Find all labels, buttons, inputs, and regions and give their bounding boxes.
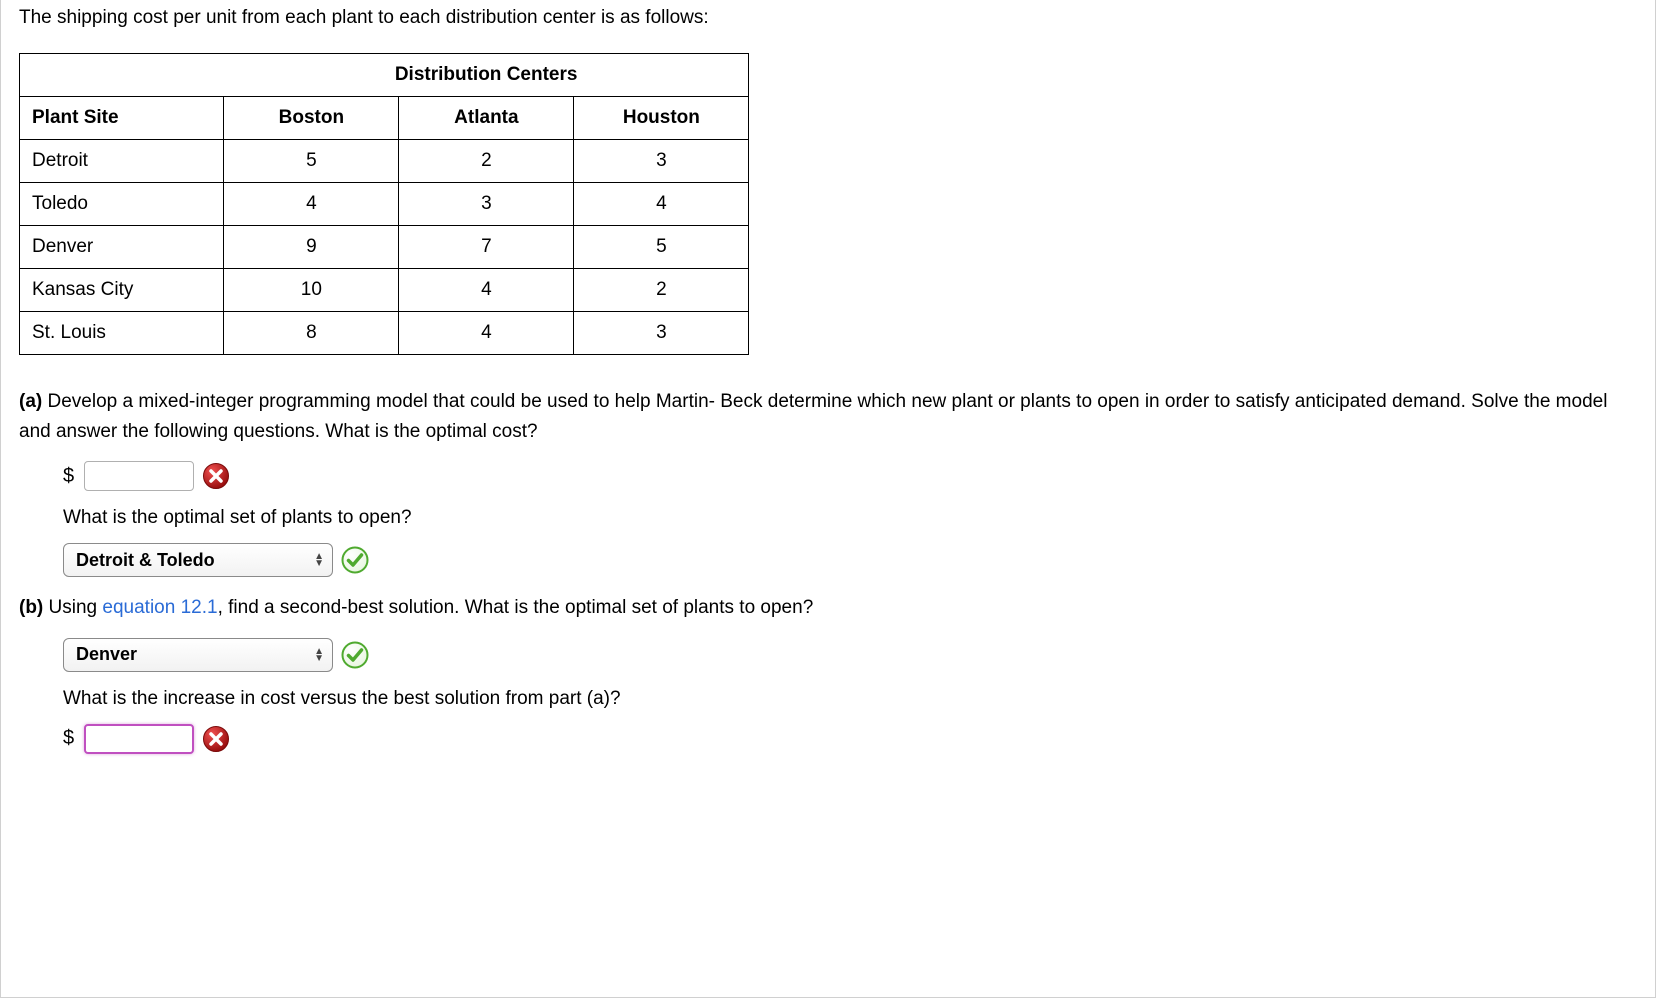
value-cell: 10 (224, 268, 399, 311)
part-a-q2: What is the optimal set of plants to ope… (63, 507, 1639, 529)
value-cell: 4 (574, 182, 749, 225)
col-header-2: Houston (574, 96, 749, 139)
plant-cell: Detroit (20, 139, 224, 182)
correct-icon (341, 641, 369, 669)
value-cell: 5 (574, 225, 749, 268)
part-a-cost-row: $ (63, 461, 1639, 491)
select-stepper-icon: ▲▼ (314, 648, 324, 662)
plant-cell: Toledo (20, 182, 224, 225)
part-b-plants-select[interactable]: Denver ▲▼ (63, 638, 333, 672)
table-row: Denver975 (20, 225, 749, 268)
part-b-text-post: , find a second-best solution. What is t… (218, 597, 814, 618)
plant-cell: St. Louis (20, 311, 224, 354)
correct-icon (341, 546, 369, 574)
part-b: (b) Using equation 12.1, find a second-b… (19, 593, 1639, 623)
part-b-text-pre: Using (49, 597, 103, 618)
value-cell: 8 (224, 311, 399, 354)
equation-link[interactable]: equation 12.1 (102, 597, 217, 618)
row-header: Plant Site (20, 96, 224, 139)
incorrect-icon (202, 725, 230, 753)
part-a-label: (a) (19, 391, 42, 412)
value-cell: 4 (399, 311, 574, 354)
value-cell: 9 (224, 225, 399, 268)
table-row: St. Louis843 (20, 311, 749, 354)
value-cell: 2 (399, 139, 574, 182)
currency-symbol: $ (63, 465, 74, 488)
currency-symbol: $ (63, 727, 74, 750)
value-cell: 5 (224, 139, 399, 182)
value-cell: 3 (574, 139, 749, 182)
table-row: Detroit523 (20, 139, 749, 182)
page-container: The shipping cost per unit from each pla… (0, 0, 1656, 998)
incorrect-icon (202, 462, 230, 490)
part-b-cost-row: $ (63, 724, 1639, 754)
plant-cell: Denver (20, 225, 224, 268)
value-cell: 4 (399, 268, 574, 311)
part-b-label: (b) (19, 597, 43, 618)
part-a: (a) Develop a mixed-integer programming … (19, 387, 1639, 448)
plant-cell: Kansas City (20, 268, 224, 311)
part-b-select-value: Denver (76, 644, 137, 665)
col-header-0: Boston (224, 96, 399, 139)
part-b-cost-input[interactable] (84, 724, 194, 754)
part-b-q2: What is the increase in cost versus the … (63, 688, 1639, 710)
part-a-select-row: Detroit & Toledo ▲▼ (63, 543, 1639, 577)
col-header-1: Atlanta (399, 96, 574, 139)
value-cell: 7 (399, 225, 574, 268)
select-stepper-icon: ▲▼ (314, 553, 324, 567)
value-cell: 3 (399, 182, 574, 225)
part-a-select-value: Detroit & Toledo (76, 550, 215, 571)
value-cell: 4 (224, 182, 399, 225)
empty-header (20, 53, 224, 96)
part-a-cost-input[interactable] (84, 461, 194, 491)
intro-text: The shipping cost per unit from each pla… (19, 4, 1639, 33)
value-cell: 3 (574, 311, 749, 354)
value-cell: 2 (574, 268, 749, 311)
group-header: Distribution Centers (224, 53, 749, 96)
part-b-select-row: Denver ▲▼ (63, 638, 1639, 672)
part-a-plants-select[interactable]: Detroit & Toledo ▲▼ (63, 543, 333, 577)
shipping-cost-table: Distribution Centers Plant Site Boston A… (19, 53, 749, 355)
table-row: Kansas City1042 (20, 268, 749, 311)
part-a-text: Develop a mixed-integer programming mode… (19, 391, 1607, 442)
table-row: Toledo434 (20, 182, 749, 225)
